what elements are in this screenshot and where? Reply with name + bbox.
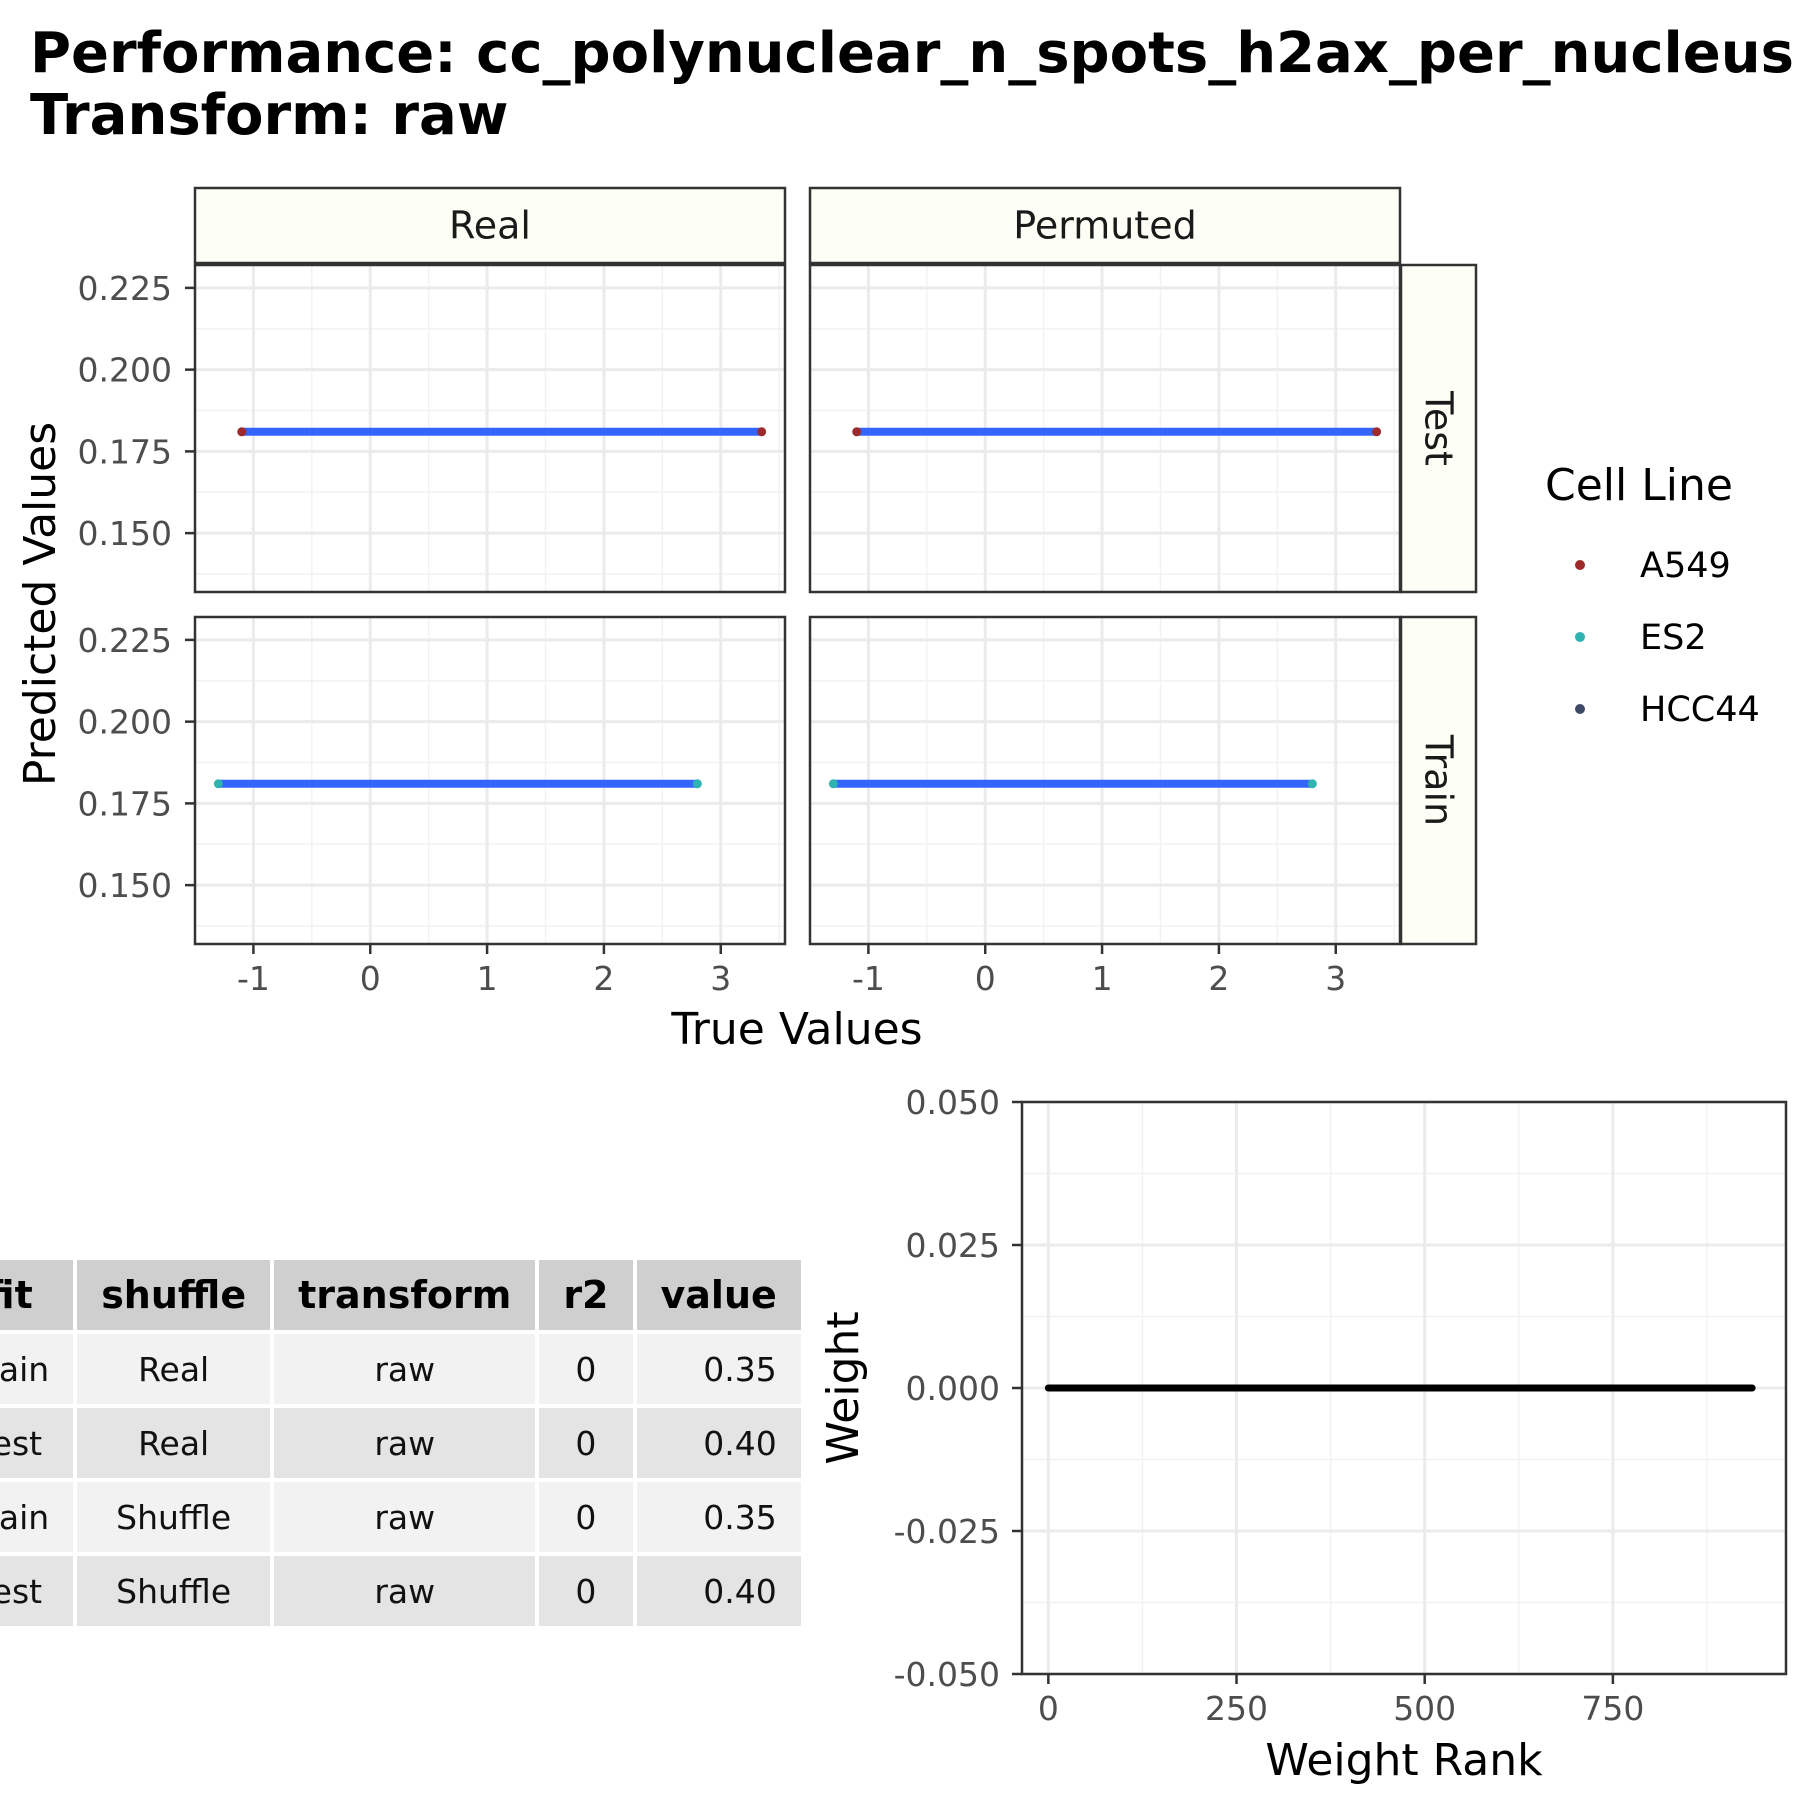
table-cell-shuffle: Real [77,1334,271,1404]
legend: Cell Line A549 ES2 HCC44 [1545,460,1760,730]
table-cell-value: 0.40 [636,1408,801,1478]
table-header-shuffle: shuffle [77,1260,271,1330]
x-tick-label: 1 [477,959,498,998]
y-tick-label: 0.150 [78,514,172,553]
y-axis-title: Predicted Values [15,422,66,786]
legend-label-es2: ES2 [1640,618,1707,658]
y-tick-label: -0.025 [894,1512,1000,1551]
table-row: TrainRealraw00.35 [0,1334,801,1404]
y-axis-title: Weight [818,1311,869,1464]
table-cell-transform: raw [274,1482,536,1552]
panel-border-real-test [193,263,787,594]
x-tick-label: 0 [975,959,996,998]
legend-key-a549 [1575,560,1585,570]
x-tick-label: 2 [593,959,614,998]
y-tick-label: 0.175 [78,784,172,823]
y-tick-label: 0.175 [78,432,172,471]
strip-train [1399,615,1478,946]
table-cell-value: 0.40 [636,1556,801,1626]
table-cell-transform: raw [274,1334,536,1404]
x-tick-label: 3 [710,959,731,998]
table-header-transform: transform [274,1260,536,1330]
table-cell-value: 0.35 [636,1482,801,1552]
x-axis-title: Weight Rank [1265,1735,1543,1786]
table-cell-transform: raw [274,1408,536,1478]
y-tick-label: 0.025 [906,1226,1000,1265]
table-cell-fit: Train [0,1334,74,1404]
x-tick-label: 3 [1325,959,1346,998]
data-point-endpoint [1307,779,1317,789]
data-point-endpoint [1372,427,1382,437]
table-cell-value: 0.35 [636,1334,801,1404]
table-cell-shuffle: Shuffle [77,1482,271,1552]
y-tick-label: -0.050 [894,1655,1000,1694]
y-tick-label: 0.150 [78,866,172,905]
table-cell-r2: 0 [539,1482,633,1552]
y-tick-label: 0.200 [78,703,172,742]
x-tick-label: 0 [1038,1689,1059,1728]
data-point-endpoint [237,427,247,437]
x-tick-label: 250 [1205,1689,1268,1728]
data-point-endpoint [692,779,702,789]
strip-test [1399,263,1478,594]
table-cell-fit: Test [0,1556,74,1626]
y-tick-label: 0.225 [78,269,172,308]
y-tick-label: 0.225 [78,621,172,660]
x-tick-label: 0 [360,959,381,998]
table-row: TrainShuffleraw00.35 [0,1482,801,1552]
table-cell-r2: 0 [539,1408,633,1478]
x-tick-label: 750 [1581,1689,1644,1728]
legend-key-hcc44 [1575,704,1585,714]
table-row: TestShuffleraw00.40 [0,1556,801,1626]
table-cell-fit: Test [0,1408,74,1478]
table-header-fit: fit [0,1260,74,1330]
table-cell-r2: 0 [539,1556,633,1626]
data-point-endpoint [757,427,767,437]
chart-title-line-1: Performance: cc_polynuclear_n_spots_h2ax… [30,21,1794,86]
table-cell-r2: 0 [539,1334,633,1404]
table-cell-shuffle: Real [77,1408,271,1478]
table-header-r2: r2 [539,1260,633,1330]
y-tick-label: 0.000 [906,1369,1000,1408]
data-point-endpoint [852,427,862,437]
data-point-endpoint [213,779,223,789]
weight-line-chart: 0 250 500 750 -0.050 -0.025 0.000 0.025 0.050 Wei… [818,1083,1788,1786]
metrics-table: fitshuffletransformr2value TrainRealraw0… [0,1256,805,1630]
panel-border-real-train [193,615,787,946]
legend-label-a549: A549 [1640,546,1731,586]
strip-real [193,186,787,265]
data-point-endpoint [828,779,838,789]
strip-label-test: Test [1417,390,1461,466]
table-header-row: fitshuffletransformr2value [0,1260,801,1330]
strip-label-permuted: Permuted [1013,204,1196,248]
strip-permuted [808,186,1402,265]
y-tick-label: 0.200 [78,351,172,390]
legend-title: Cell Line [1545,460,1733,511]
x-tick-label: -1 [852,959,885,998]
legend-key-es2 [1575,632,1585,642]
table-row: TestRealraw00.40 [0,1408,801,1478]
x-tick-label: 2 [1208,959,1229,998]
legend-label-hcc44: HCC44 [1640,690,1760,730]
x-tick-label: 500 [1393,1689,1456,1728]
strip-label-train: Train [1417,734,1461,826]
y-tick-label: 0.050 [906,1083,1000,1122]
table-cell-transform: raw [274,1556,536,1626]
table-cell-shuffle: Shuffle [77,1556,271,1626]
facet-scatter-chart: Real Permuted Test Train 0.150 0.175 0.200 0.22… [15,186,1478,1055]
table-header-value: value [636,1260,801,1330]
strip-label-real: Real [449,204,531,248]
x-axis-title: True Values [670,1004,922,1055]
x-tick-label: 1 [1092,959,1113,998]
table-cell-fit: Train [0,1482,74,1552]
chart-title-line-2: Transform: raw [30,83,509,148]
table-body: TrainRealraw00.35TestRealraw00.40TrainSh… [0,1334,801,1626]
x-tick-label: -1 [237,959,270,998]
